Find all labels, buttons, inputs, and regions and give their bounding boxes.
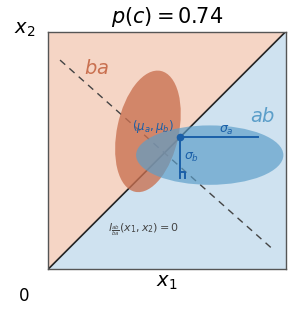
Polygon shape: [48, 32, 286, 269]
Title: $p(c) = 0.74$: $p(c) = 0.74$: [111, 5, 223, 29]
Ellipse shape: [115, 71, 181, 192]
Y-axis label: $x_2$: $x_2$: [14, 20, 35, 39]
X-axis label: $x_1$: $x_1$: [156, 273, 178, 292]
Polygon shape: [48, 32, 286, 269]
Text: $(\mu_a, \mu_b)$: $(\mu_a, \mu_b)$: [133, 118, 175, 135]
Ellipse shape: [136, 126, 284, 185]
Text: $ba$: $ba$: [84, 59, 109, 78]
Text: $l_{\frac{ab}{ba}}(x_1,x_2){=}0$: $l_{\frac{ab}{ba}}(x_1,x_2){=}0$: [107, 221, 179, 238]
Text: $\sigma_b$: $\sigma_b$: [184, 151, 200, 164]
Text: $0$: $0$: [18, 288, 29, 305]
Text: $ab$: $ab$: [250, 107, 275, 126]
Text: $\sigma_a$: $\sigma_a$: [219, 124, 234, 137]
